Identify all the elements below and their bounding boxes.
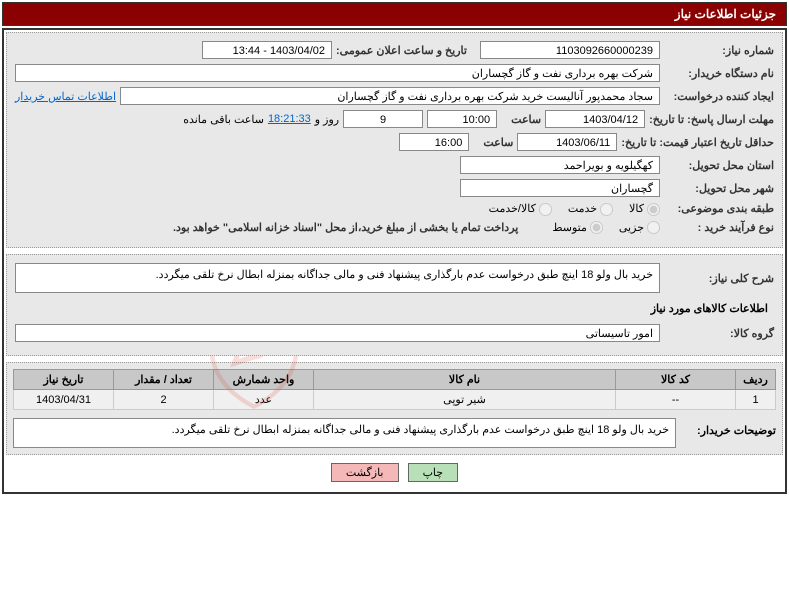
desc-title-label: شرح کلی نیاز:: [664, 272, 774, 285]
main-frame: شماره نیاز: 1103092660000239 تاریخ و ساع…: [2, 28, 787, 494]
buyer-contact-link[interactable]: اطلاعات تماس خریدار: [15, 90, 116, 103]
validity-label: حداقل تاریخ اعتبار قیمت: تا تاریخ:: [621, 136, 774, 149]
group-value: امور تاسیساتی: [15, 324, 660, 342]
info-panel: شماره نیاز: 1103092660000239 تاریخ و ساع…: [6, 32, 783, 248]
desc-title-text: خرید بال ولو 18 اینچ طبق درخواست عدم بار…: [15, 263, 660, 293]
buyer-notes-text: خرید بال ولو 18 اینچ طبق درخواست عدم بار…: [13, 418, 676, 448]
th-row: ردیف: [736, 370, 776, 390]
buyer-notes-label: توضیحات خریدار:: [676, 418, 776, 448]
days-remaining: 9: [343, 110, 423, 128]
need-no-label: شماره نیاز:: [664, 44, 774, 57]
cell-code: --: [616, 390, 736, 410]
requester-label: ایجاد کننده درخواست:: [664, 90, 774, 103]
city-value: گچساران: [460, 179, 660, 197]
items-table: ردیف کد کالا نام کالا واحد شمارش تعداد /…: [13, 369, 776, 410]
deadline-label: مهلت ارسال پاسخ: تا تاریخ:: [649, 113, 774, 126]
validity-date: 1403/06/11: [517, 133, 617, 151]
description-panel: شرح کلی نیاز: خرید بال ولو 18 اینچ طبق د…: [6, 254, 783, 356]
deadline-date: 1403/04/12: [545, 110, 645, 128]
buyer-org-value: شرکت بهره برداری نفت و گاز گچساران: [15, 64, 660, 82]
page-title: جزئیات اطلاعات نیاز: [2, 2, 787, 26]
time-label-1: ساعت: [501, 113, 541, 126]
radio-goods[interactable]: کالا: [629, 202, 660, 216]
remain-label: ساعت باقی مانده: [183, 113, 264, 126]
th-code: کد کالا: [616, 370, 736, 390]
th-name: نام کالا: [314, 370, 616, 390]
process-label: نوع فرآیند خرید :: [664, 221, 774, 234]
radio-medium[interactable]: متوسط: [552, 221, 603, 235]
group-label: گروه کالا:: [664, 327, 774, 340]
city-label: شهر محل تحویل:: [664, 182, 774, 195]
items-table-panel: ردیف کد کالا نام کالا واحد شمارش تعداد /…: [6, 362, 783, 455]
cell-idx: 1: [736, 390, 776, 410]
cell-date: 1403/04/31: [14, 390, 114, 410]
th-date: تاریخ نیاز: [14, 370, 114, 390]
requester-value: سجاد محمدپور آنالیست خرید شرکت بهره بردا…: [120, 87, 660, 105]
cell-name: شیر توپی: [314, 390, 616, 410]
footer-buttons: چاپ بازگشت: [6, 455, 783, 490]
category-label: طبقه بندی موضوعی:: [664, 202, 774, 215]
province-label: استان محل تحویل:: [664, 159, 774, 172]
items-section-title: اطلاعات کالاهای مورد نیاز: [15, 299, 774, 318]
deadline-time: 10:00: [427, 110, 497, 128]
announce-value: 1403/04/02 - 13:44: [202, 41, 332, 59]
back-button[interactable]: بازگشت: [331, 463, 399, 482]
payment-note: پرداخت تمام یا بخشی از مبلغ خرید،از محل …: [173, 221, 518, 234]
validity-time: 16:00: [399, 133, 469, 151]
days-label: روز و: [315, 113, 339, 126]
radio-goods-service[interactable]: کالا/خدمت: [489, 202, 552, 216]
print-button[interactable]: چاپ: [408, 463, 459, 482]
time-label-2: ساعت: [473, 136, 513, 149]
table-row: 1 -- شیر توپی عدد 2 1403/04/31: [14, 390, 776, 410]
need-no-value: 1103092660000239: [480, 41, 660, 59]
buyer-org-label: نام دستگاه خریدار:: [664, 67, 774, 80]
radio-service[interactable]: خدمت: [568, 202, 613, 216]
countdown-time: 18:21:33: [268, 113, 311, 125]
province-value: کهگیلویه و بویراحمد: [460, 156, 660, 174]
radio-small[interactable]: جزیی: [619, 221, 660, 235]
announce-label: تاریخ و ساعت اعلان عمومی:: [336, 44, 476, 57]
